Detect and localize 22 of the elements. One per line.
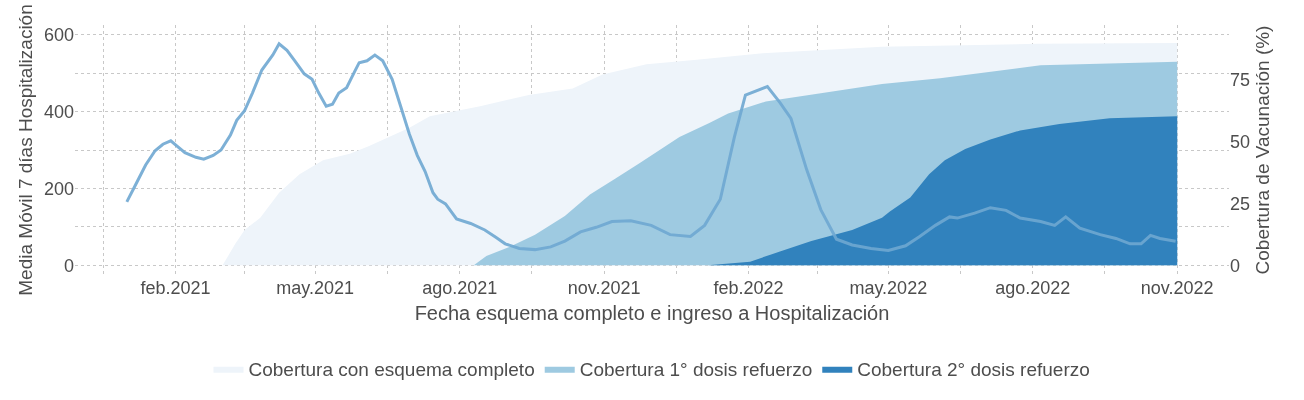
y2-tick-label: 75 xyxy=(1230,70,1251,90)
legend-label: Cobertura con esquema completo xyxy=(248,359,535,381)
y2-tick-label: 0 xyxy=(1230,255,1241,276)
legend-label: Cobertura 2° dosis refuerzo xyxy=(857,359,1090,381)
x-tick-label: ago.2021 xyxy=(422,278,498,298)
x-tick-label: nov.2022 xyxy=(1140,278,1214,298)
y-tick-label: 600 xyxy=(43,24,74,45)
y-tick-label: 200 xyxy=(43,178,74,199)
x-tick-label: may.2021 xyxy=(276,278,355,298)
x-tick-label: ago.2022 xyxy=(995,278,1071,298)
y2-axis-title: Cobertura de Vacunación (%) xyxy=(1251,25,1273,275)
legend-label: Cobertura 1° dosis refuerzo xyxy=(579,359,813,381)
x-tick-label: feb.2022 xyxy=(713,278,784,298)
x-axis-title: Fecha esquema completo e ingreso a Hospitalización xyxy=(414,301,890,324)
x-tick-label: nov.2021 xyxy=(567,278,641,298)
y-tick-label: 400 xyxy=(43,101,74,122)
y-axis-title: Media Móvil 7 días Hospitalización xyxy=(14,4,36,296)
x-tick-label: may.2022 xyxy=(849,278,928,298)
x-tick-label: feb.2021 xyxy=(140,278,211,298)
y2-tick-label: 50 xyxy=(1230,131,1251,152)
y-tick-label: 0 xyxy=(63,255,74,276)
y2-tick-label: 25 xyxy=(1230,193,1251,214)
